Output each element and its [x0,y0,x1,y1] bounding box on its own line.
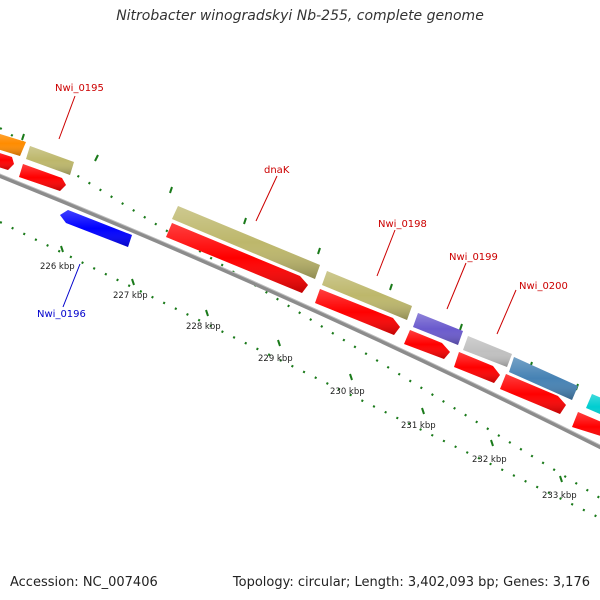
outer-major-tick [21,133,25,141]
cds-nwi-0195[interactable] [19,164,66,191]
steelblue-gene-shade [509,357,578,400]
feature-dnak-upper[interactable] [172,206,320,279]
inner-major-tick [490,439,494,447]
cds-silver[interactable] [454,352,500,383]
gene-label-dnak[interactable]: dnaK [264,165,290,176]
feature-nwi-0199-upper[interactable] [413,313,463,345]
cds-arrow-shade [404,330,450,359]
outer-tick-track [0,127,600,499]
scale-label: 229 kbp [258,354,293,364]
leader-line-nwi-0198 [376,229,396,277]
genome-summary-text: Topology: circular; Length: 3,402,093 bp… [232,575,590,590]
leader-line-dnak [255,175,278,222]
silver-gene-shade [463,336,512,367]
outer-major-tick [243,217,247,225]
scale-label: 232 kbp [472,455,507,465]
feature-nwi-0200-upper[interactable] [509,357,578,400]
feature-orange-partial[interactable] [0,131,26,156]
outer-major-tick [389,283,393,291]
inner-major-tick [205,309,209,317]
blue-gene-shade [60,210,132,247]
gene-label-nwi-0199[interactable]: Nwi_0199 [449,252,498,263]
scale-label: 227 kbp [113,291,148,301]
outer-major-tick [94,154,99,162]
scale-label: 230 kbp [330,387,365,397]
cds-dnak[interactable] [166,223,308,293]
khaki-gene-dnak-shade [172,206,320,279]
map-title: Nitrobacter winogradskyi Nb-255, complet… [116,8,484,24]
cds-arrow-shade [166,223,308,293]
cds-arrow-shade [572,412,600,436]
genome-backbone-highlight [0,173,600,446]
genome-backbone [0,173,600,450]
gene-label-nwi-0196[interactable]: Nwi_0196 [37,309,86,320]
gene-label-nwi-0198[interactable]: Nwi_0198 [378,219,427,230]
cds-arrow-shade [0,153,14,170]
cyan-gene-shade [586,394,600,414]
outer-major-tick [169,186,173,194]
leader-line-nwi-0196 [62,263,81,308]
inner-major-ticks [60,245,563,483]
scale-label: 228 kbp [186,322,221,332]
cds-arrow-shade [500,374,566,414]
outer-major-tick [459,323,463,331]
cds-arrow-shade [315,289,400,335]
cds-nwi-0198[interactable] [315,289,400,335]
scale-labels: 226 kbp 227 kbp 228 kbp 229 kbp 230 kbp … [40,262,577,501]
forward-strand-features [0,131,600,420]
cds-track [0,150,600,442]
gene-label-nwi-0200[interactable]: Nwi_0200 [519,281,568,292]
leader-line-nwi-0200 [496,289,517,335]
cds-partial-left[interactable] [0,150,14,170]
accession-text: Accession: NC_007406 [10,575,158,590]
feature-nwi-0198-upper[interactable] [322,271,412,320]
cds-nwi-0199[interactable] [404,330,450,359]
feature-nwi-0195[interactable] [26,146,74,175]
outer-major-tick [317,247,321,255]
cds-nwi-0200[interactable] [500,374,566,414]
cds-arrow-shade [454,352,500,383]
inner-major-tick [60,245,64,253]
scale-label: 233 kbp [542,491,577,501]
inner-major-tick [559,475,563,483]
gene-labels: Nwi_0195 dnaK Nwi_0198 Nwi_0199 Nwi_0200… [37,83,568,335]
feature-cyan-partial[interactable] [586,394,600,420]
leader-line-nwi-0195 [58,95,76,140]
slateblue-gene-shade [413,313,463,345]
cds-partial-right[interactable] [572,412,600,442]
inner-tick-track [0,221,600,519]
cds-arrow-shade [19,164,66,191]
leader-line-nwi-0199 [446,262,467,310]
inner-major-tick [421,407,425,415]
orange-gene-shade [0,134,26,156]
scale-label: 231 kbp [401,421,436,431]
feature-silver[interactable] [463,336,512,367]
scale-label: 226 kbp [40,262,75,272]
feature-nwi-0196[interactable] [60,210,132,247]
khaki-gene-nwi-0198-shade [322,271,412,320]
outer-tick-dots [0,127,600,499]
gene-label-nwi-0195[interactable]: Nwi_0195 [55,83,104,94]
khaki-gene-nwi-0195-shade [26,146,74,175]
inner-major-tick [277,339,281,347]
inner-major-tick [131,278,135,286]
inner-major-tick [349,373,353,381]
